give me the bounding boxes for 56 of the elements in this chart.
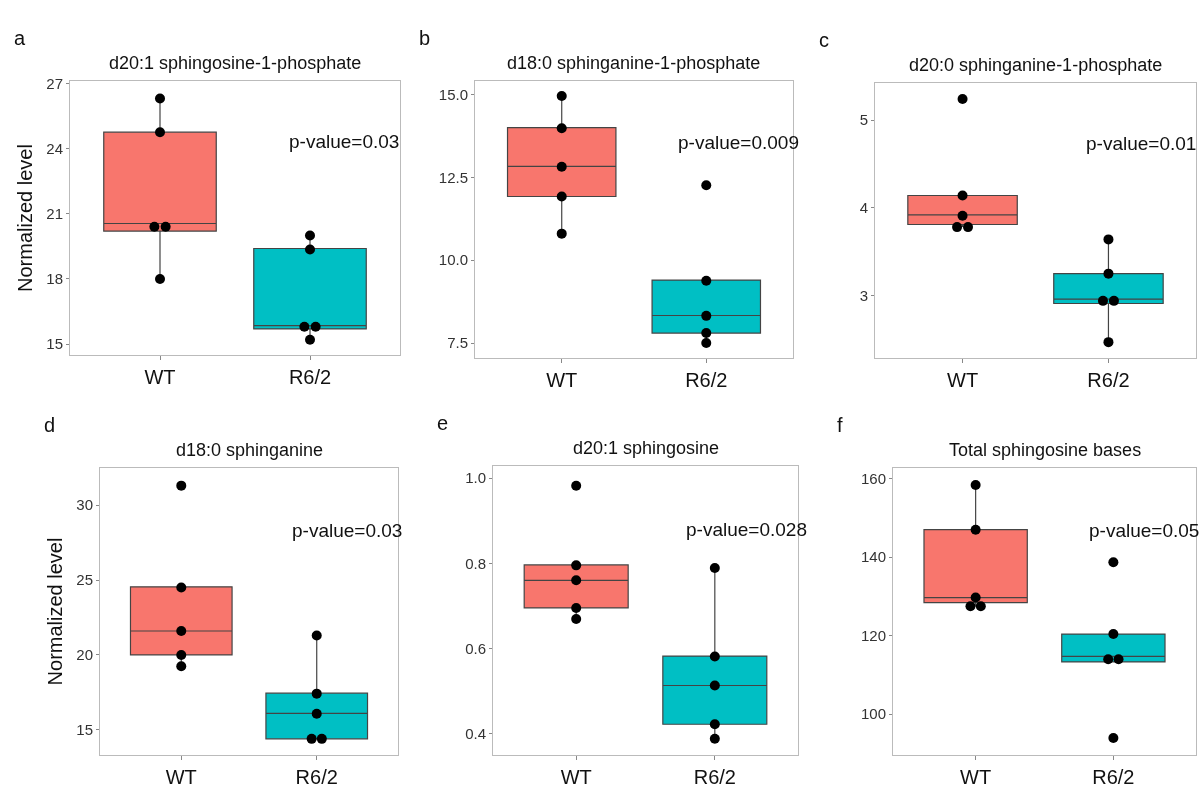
text: d [44, 414, 56, 436]
x-tick-label: R6/2 [685, 368, 728, 391]
chart-title: d18:0 sphinganine [176, 440, 324, 460]
x-tick-label: WT [960, 766, 992, 788]
x-tick-label: WT [546, 368, 578, 391]
y-tick-label: 140 [860, 548, 886, 566]
y-tick-label: 20 [76, 646, 93, 664]
annotation: p-value=0.01 [1086, 133, 1197, 154]
y-tick-label: 25 [76, 571, 93, 589]
y-tick-label: 27 [46, 74, 63, 92]
y-axis-title: Normalized level [13, 144, 36, 292]
text: f [837, 414, 843, 436]
y-tick-label: 21 [46, 204, 63, 222]
chart-title: d20:1 sphingosine-1-phosphate [109, 53, 362, 73]
y-tick-label: 10.0 [438, 251, 468, 269]
x-tick-label: WT [165, 766, 197, 788]
y-tick-label: 0.4 [465, 724, 486, 742]
y-tick-label: 5 [859, 111, 868, 129]
x-tick-label: WT [144, 365, 176, 388]
y-tick-label: 4 [859, 199, 868, 217]
chart-title: d18:0 sphinganine-1-phosphate [507, 53, 761, 73]
y-tick-label: 15 [46, 335, 63, 353]
y-tick-label: 12.5 [438, 168, 468, 186]
y-tick-label: 120 [860, 626, 886, 644]
y-tick-label: 100 [860, 705, 886, 723]
annotation: p-value=0.028 [686, 519, 807, 540]
chart-title: Total sphingosine bases [949, 440, 1142, 460]
y-tick-label: 0.8 [465, 554, 486, 572]
x-tick-label: R6/2 [1092, 766, 1135, 788]
x-tick-label: R6/2 [288, 365, 332, 388]
annotation: p-value=0.009 [678, 132, 799, 153]
x-tick-label: R6/2 [1087, 368, 1130, 391]
y-tick-label: 24 [46, 139, 63, 157]
y-tick-label: 3 [859, 286, 868, 304]
annotation: p-value=0.05 [1089, 520, 1200, 541]
text: c [819, 29, 829, 51]
x-tick-label: R6/2 [295, 766, 338, 788]
y-tick-label: 30 [76, 496, 93, 514]
y-tick-label: 160 [860, 469, 886, 487]
chart-title: d20:0 sphinganine-1-phosphate [909, 55, 1163, 75]
x-tick-label: WT [947, 368, 979, 391]
chart-title: d20:1 sphingosine [573, 438, 720, 458]
annotation: p-value=0.03 [289, 131, 400, 152]
x-tick-label: R6/2 [693, 766, 736, 788]
y-axis-title: Normalized level [43, 537, 66, 686]
y-tick-label: 0.6 [465, 639, 486, 657]
text: b [419, 27, 431, 49]
y-tick-label: 1.0 [465, 469, 486, 487]
x-tick-label: WT [560, 766, 592, 788]
annotation: p-value=0.03 [292, 520, 403, 541]
y-tick-label: 18 [46, 270, 63, 288]
y-tick-label: 15 [76, 721, 93, 739]
text: e [437, 412, 449, 434]
y-tick-label: 7.5 [447, 334, 468, 352]
y-tick-label: 15.0 [438, 85, 468, 103]
text: a [14, 27, 26, 49]
